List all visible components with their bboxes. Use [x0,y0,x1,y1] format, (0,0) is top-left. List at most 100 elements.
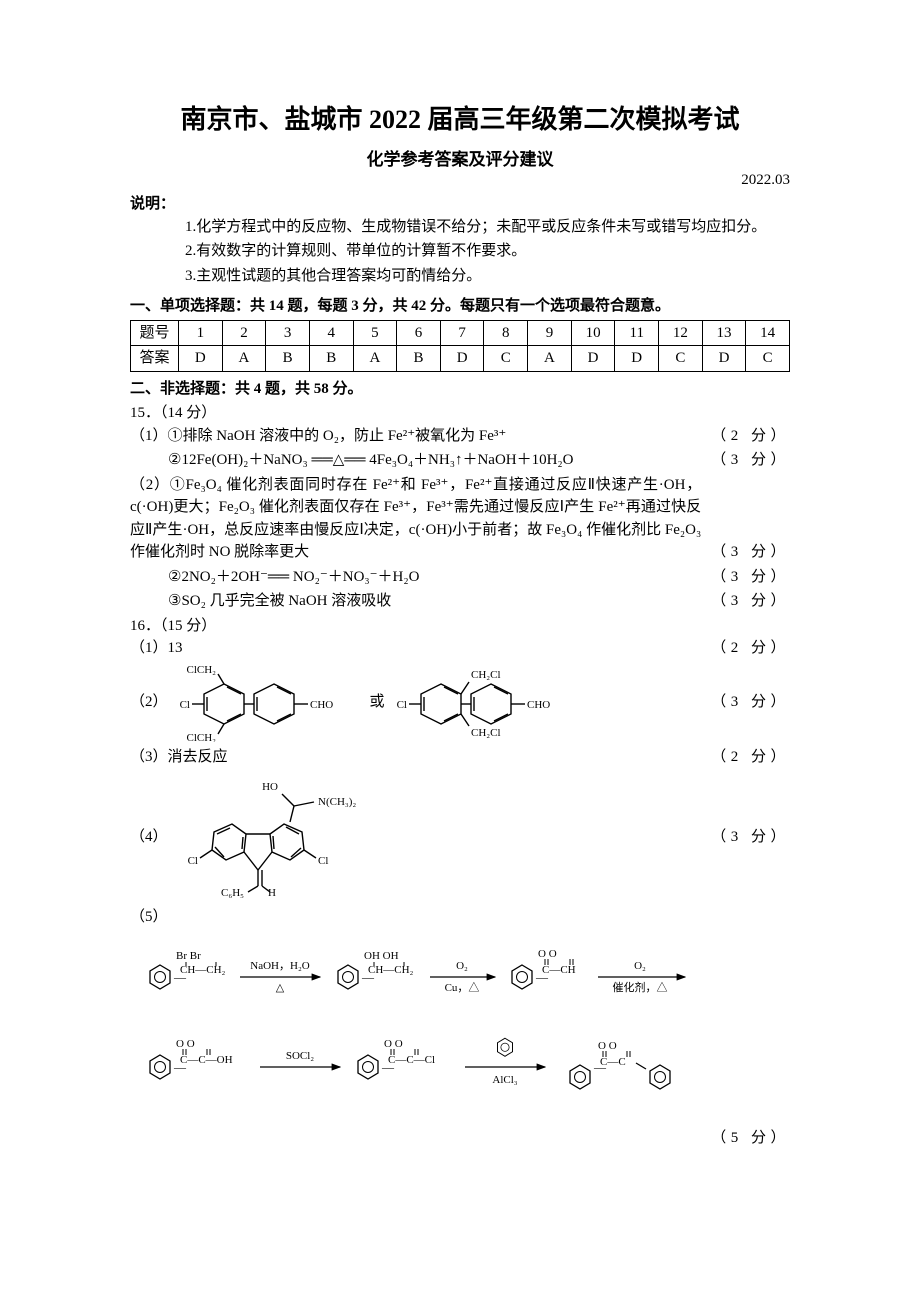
structure-2a-icon: ClCH₂ Cl ClCH₂ CHO [174,664,364,742]
ans-11: D [615,346,659,372]
q16-5-label: （5） [130,906,790,929]
table-row-num: 题号 1 2 3 4 5 6 7 8 9 10 11 12 13 14 [131,320,790,346]
num-8: 8 [484,320,528,346]
num-1: 1 [179,320,223,346]
question-16: 16．（15 分） （1）13 （2 分） （2） ClCH₂ [130,615,790,1150]
svg-text:Cl: Cl [396,699,406,711]
num-7: 7 [440,320,484,346]
q16-4-label: （4） [130,826,168,849]
ans-4: B [309,346,353,372]
table-row-ans: 答案 D A B B A B D C A D D C D C [131,346,790,372]
q15-2a-score: （3 分） [701,541,790,564]
q16-1-score: （2 分） [701,637,790,660]
num-6: 6 [397,320,441,346]
svg-text:OH OH: OH OH [364,950,399,962]
svg-text:Cl: Cl [187,855,197,867]
num-13: 13 [702,320,746,346]
q15-1b-score: （3 分） [701,449,790,472]
svg-text:CH—CH₂: CH—CH₂ [368,964,414,976]
num-5: 5 [353,320,397,346]
page-title: 南京市、盐城市 2022 届高三年级第二次模拟考试 [130,100,790,139]
row-label-ans: 答案 [131,346,179,372]
svg-text:O₂: O₂ [634,960,646,972]
note-1: 1.化学方程式中的反应物、生成物错误不给分；未配平或反应条件未写或错写均应扣分。 [185,216,790,239]
svg-text:C—CH: C—CH [542,964,576,976]
grading-notes: 1.化学方程式中的反应物、生成物错误不给分；未配平或反应条件未写或错写均应扣分。… [130,216,790,288]
reaction-scheme-icon: Br Br — CH—CH₂ NaOH，H₂O △ OH OH — CH—CH₂… [130,937,790,1127]
svg-text:CH₂Cl: CH₂Cl [471,669,501,681]
svg-text:C—C—OH: C—C—OH [180,1054,233,1066]
num-9: 9 [528,320,572,346]
num-4: 4 [309,320,353,346]
q15-2c: ③SO₂ 几乎完全被 NaOH 溶液吸收 [130,590,701,613]
structure-4-icon: HO N(CH₃)₂ Cl Cl C₆H₅ H [174,772,374,902]
q15-1b: ②12Fe(OH)₂＋NaNO₃ ══△══ 4Fe₃O₄＋NH₃↑＋NaOH＋… [130,449,701,472]
q16-head: 16．（15 分） [130,615,790,638]
svg-text:CHO: CHO [310,699,333,711]
svg-text:H: H [268,887,276,899]
question-15: 15．（14 分） （1）①排除 NaOH 溶液中的 O₂，防止 Fe²⁺被氧化… [130,402,790,613]
row-label-num: 题号 [131,320,179,346]
svg-text:O O: O O [176,1038,195,1050]
ans-5: A [353,346,397,372]
svg-text:CH—CH₂: CH—CH₂ [180,964,226,976]
ans-6: B [397,346,441,372]
ans-3: B [266,346,310,372]
num-10: 10 [571,320,615,346]
svg-text:催化剂，△: 催化剂，△ [613,980,668,994]
num-12: 12 [659,320,703,346]
svg-text:HO: HO [262,781,278,793]
num-14: 14 [746,320,790,346]
q16-5-score: （5 分） [701,1130,790,1146]
q15-2a: （2）①Fe₃O₄ 催化剂表面同时存在 Fe²⁺和 Fe³⁺，Fe²⁺直接通过反… [130,474,701,564]
answer-table: 题号 1 2 3 4 5 6 7 8 9 10 11 12 13 14 答案 D… [130,320,790,372]
svg-text:C—C—Cl: C—C—Cl [388,1054,435,1066]
reaction-scheme: Br Br — CH—CH₂ NaOH，H₂O △ OH OH — CH—CH₂… [130,937,790,1150]
q16-3: （3）消去反应 [130,746,701,769]
structure-2b-icon: CH₂Cl Cl CH₂Cl CHO [391,664,591,742]
svg-text:CHO: CHO [527,699,550,711]
svg-text:Cl: Cl [318,855,328,867]
section1-head: 一、单项选择题：共 14 题，每题 3 分，共 42 分。每题只有一个选项最符合… [130,295,790,318]
note-3: 3.主观性试题的其他合理答案均可酌情给分。 [185,265,790,288]
svg-text:O O: O O [384,1038,403,1050]
ans-12: C [659,346,703,372]
ans-10: D [571,346,615,372]
q15-head: 15．（14 分） [130,402,790,425]
svg-text:N(CH₃)₂: N(CH₃)₂ [318,796,356,808]
q15-1a: （1）①排除 NaOH 溶液中的 O₂，防止 Fe²⁺被氧化为 Fe³⁺ [130,425,701,448]
ans-2: A [222,346,266,372]
svg-text:C—C: C—C [600,1056,626,1068]
svg-text:SOCl₂: SOCl₂ [286,1050,314,1062]
q15-1a-score: （2 分） [701,425,790,448]
svg-text:AlCl₃: AlCl₃ [492,1074,517,1086]
section2-head: 二、非选择题：共 4 题，共 58 分。 [130,378,790,401]
q15-2b: ②2NO₂＋2OH⁻══ NO₂⁻＋NO₃⁻＋H₂O [130,566,701,589]
ans-8: C [484,346,528,372]
q16-2-score: （3 分） [701,691,790,714]
num-2: 2 [222,320,266,346]
shuoming-label: 说明： [130,193,790,216]
q16-2-label: （2） [130,691,168,714]
svg-text:O O: O O [598,1040,617,1052]
q15-2b-score: （3 分） [701,566,790,589]
ans-9: A [528,346,572,372]
svg-text:O₂: O₂ [456,960,468,972]
svg-text:O O: O O [538,948,557,960]
q15-2c-score: （3 分） [701,590,790,613]
q16-1: （1）13 [130,637,701,660]
ans-7: D [440,346,484,372]
ans-13: D [702,346,746,372]
num-11: 11 [615,320,659,346]
ans-14: C [746,346,790,372]
svg-text:CH₂Cl: CH₂Cl [471,727,501,739]
note-2: 2.有效数字的计算规则、带单位的计算暂不作要求。 [185,240,790,263]
ans-1: D [179,346,223,372]
num-3: 3 [266,320,310,346]
svg-text:△: △ [276,982,285,994]
svg-text:Cu，△: Cu，△ [445,981,480,994]
q16-4-score: （3 分） [701,826,790,849]
svg-text:Br Br: Br Br [176,950,201,962]
svg-text:NaOH，H₂O: NaOH，H₂O [250,960,309,972]
svg-text:ClCH₂: ClCH₂ [186,732,216,742]
